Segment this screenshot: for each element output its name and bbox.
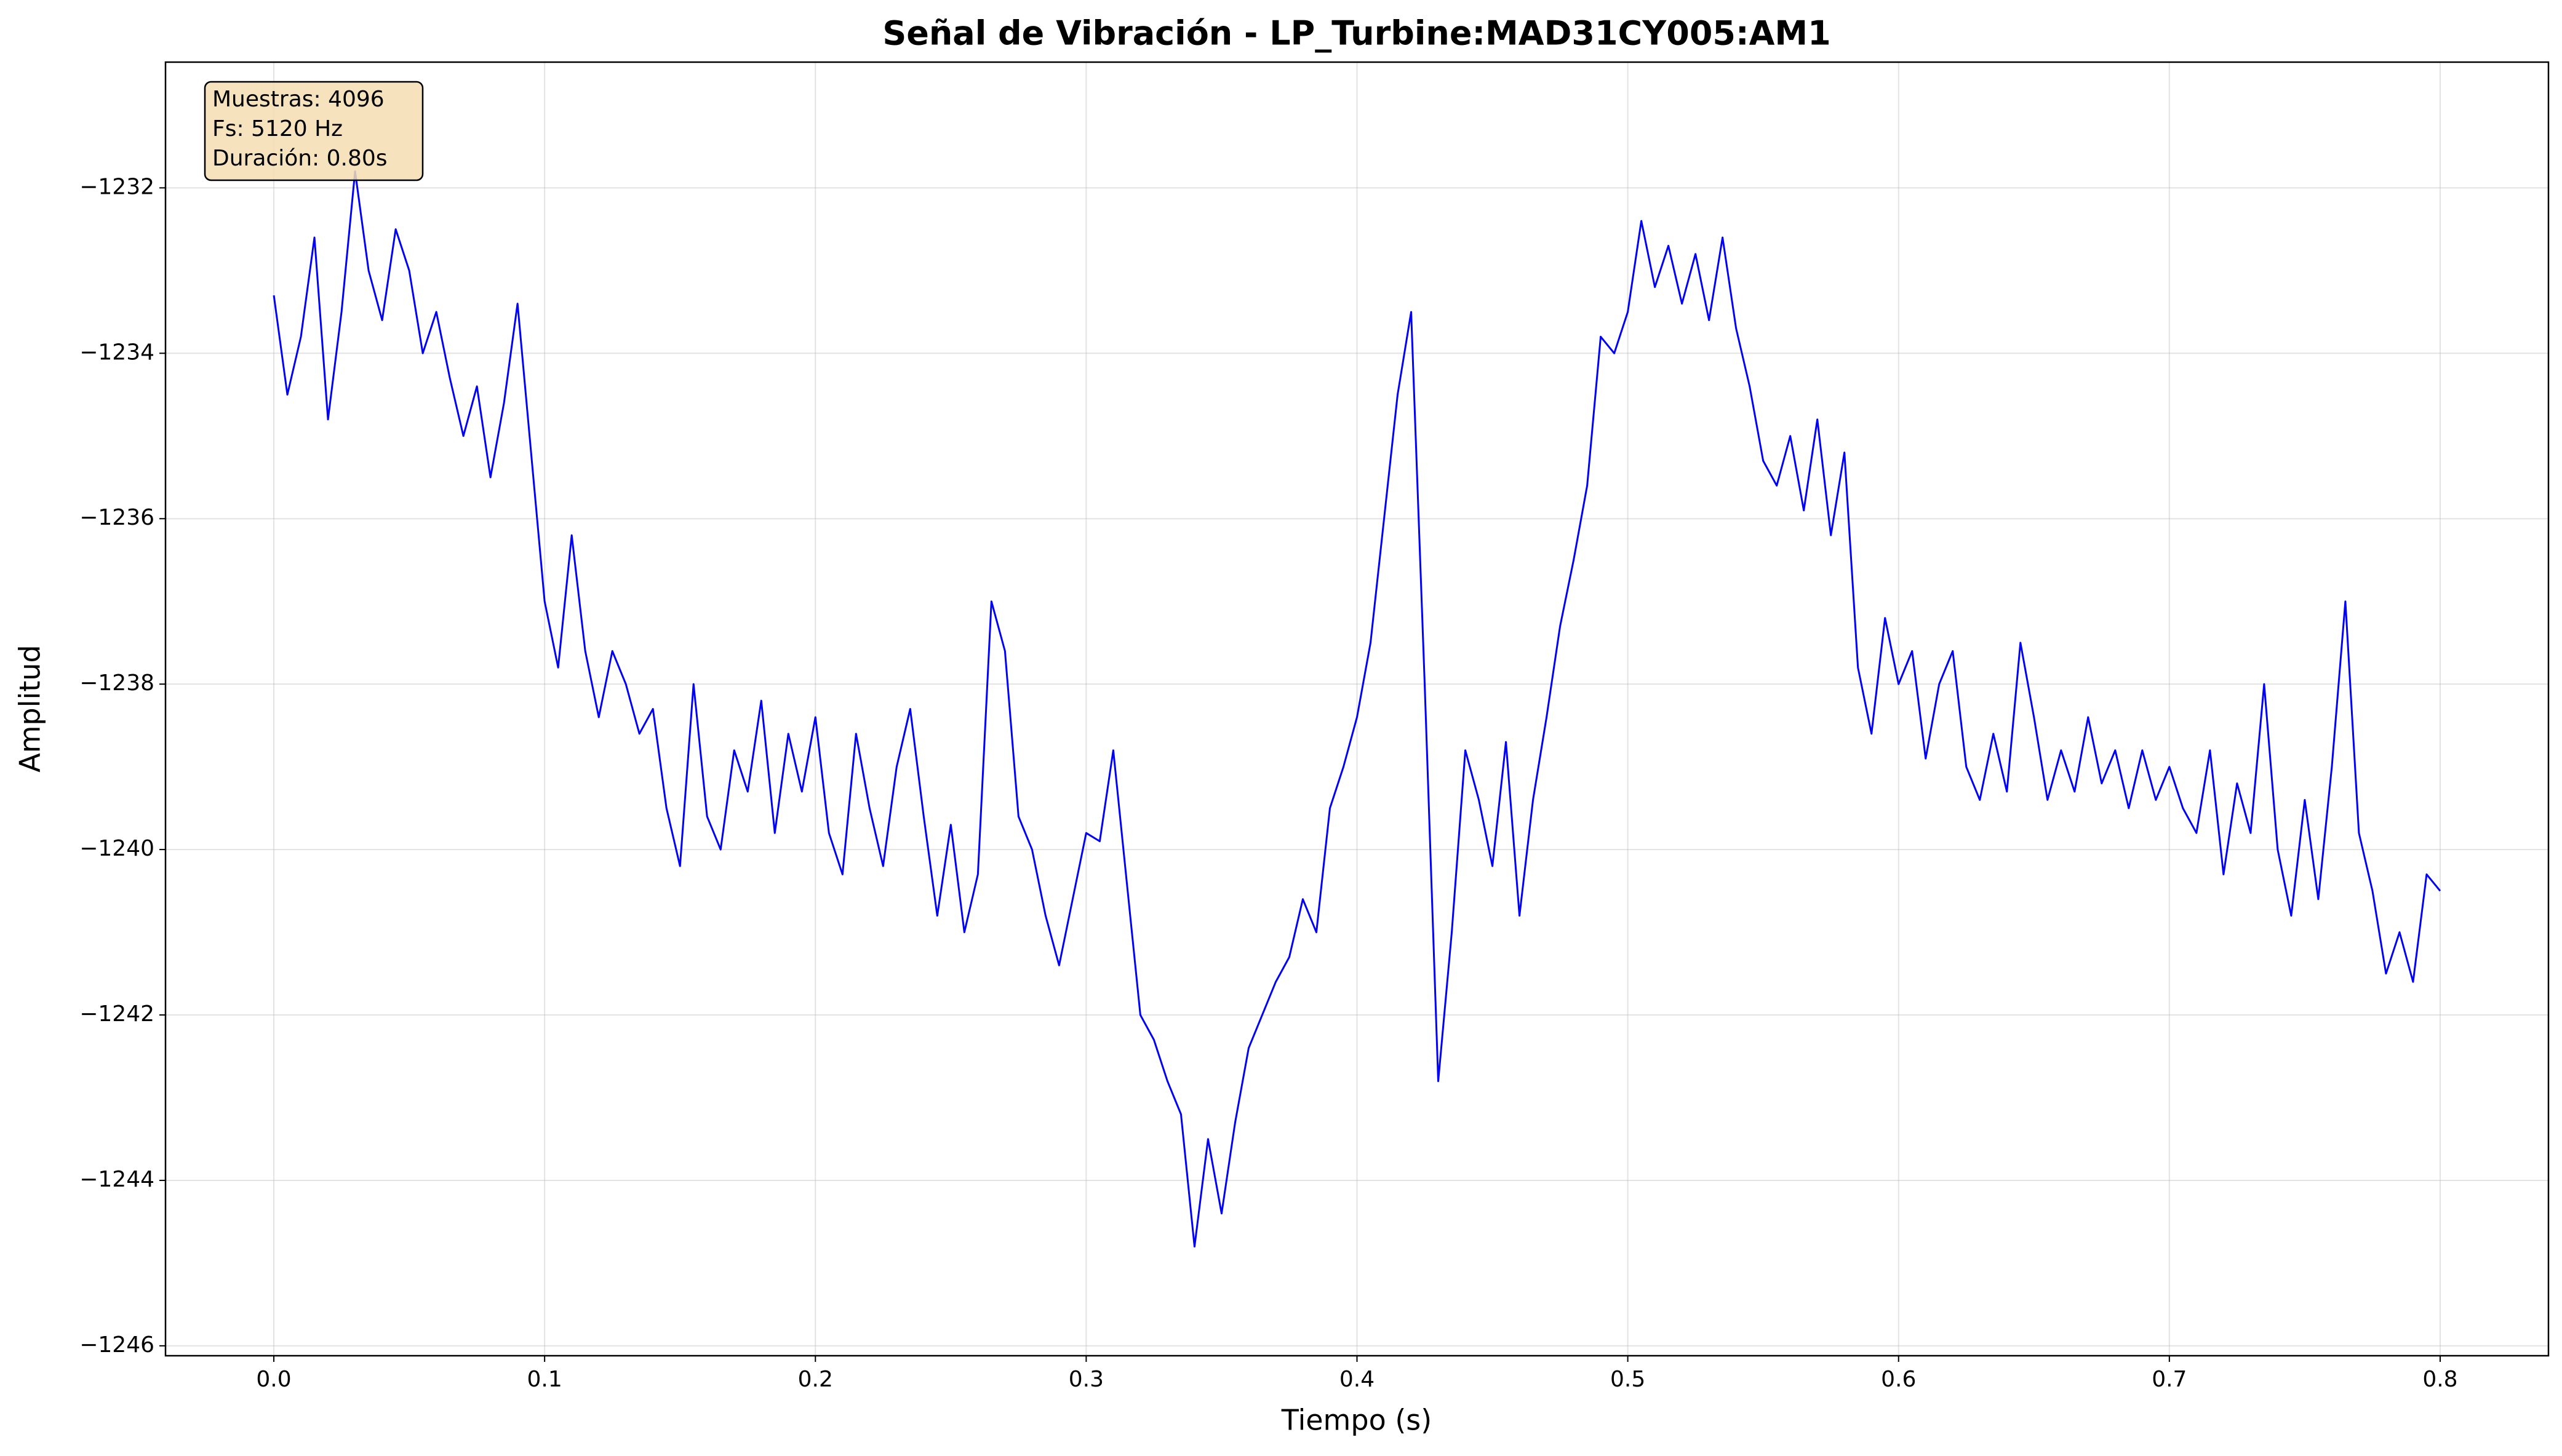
info-text: Muestras: 4096 bbox=[212, 87, 385, 112]
y-tick-label: −1240 bbox=[79, 836, 154, 861]
x-tick-label: 0.2 bbox=[798, 1367, 833, 1392]
info-text: Duración: 0.80s bbox=[212, 146, 388, 171]
y-tick-label: −1236 bbox=[79, 505, 154, 530]
y-tick-label: −1238 bbox=[79, 670, 154, 696]
y-tick-label: −1246 bbox=[79, 1332, 154, 1358]
plot-frame bbox=[164, 61, 2550, 1357]
x-tick-label: 0.5 bbox=[1610, 1367, 1645, 1392]
info-text: Fs: 5120 Hz bbox=[212, 116, 343, 141]
x-tick-label: 0.3 bbox=[1069, 1367, 1104, 1392]
x-tick-label: 0.6 bbox=[1881, 1367, 1916, 1392]
info-box: Muestras: 4096 Fs: 5120 Hz Duración: 0.80s bbox=[204, 81, 424, 181]
x-tick-label: 0.0 bbox=[256, 1367, 291, 1392]
info-box-background bbox=[204, 81, 424, 181]
x-tick-label: 0.8 bbox=[2422, 1367, 2457, 1392]
y-tick-label: −1244 bbox=[79, 1167, 154, 1192]
y-tick-label: −1234 bbox=[79, 340, 154, 365]
x-tick-label: 0.7 bbox=[2152, 1367, 2187, 1392]
x-tick-label: 0.4 bbox=[1339, 1367, 1375, 1392]
y-tick-label: −1232 bbox=[79, 174, 154, 199]
x-tick-label: 0.1 bbox=[527, 1367, 562, 1392]
y-axis-label: Amplitud bbox=[14, 645, 47, 772]
signal-line bbox=[273, 170, 2441, 1248]
x-axis-label: Tiempo (s) bbox=[1281, 1404, 1432, 1437]
y-tick-label: −1242 bbox=[79, 1001, 154, 1027]
chart-title: Señal de Vibración - LP_Turbine:MAD31CY0… bbox=[882, 14, 1830, 53]
